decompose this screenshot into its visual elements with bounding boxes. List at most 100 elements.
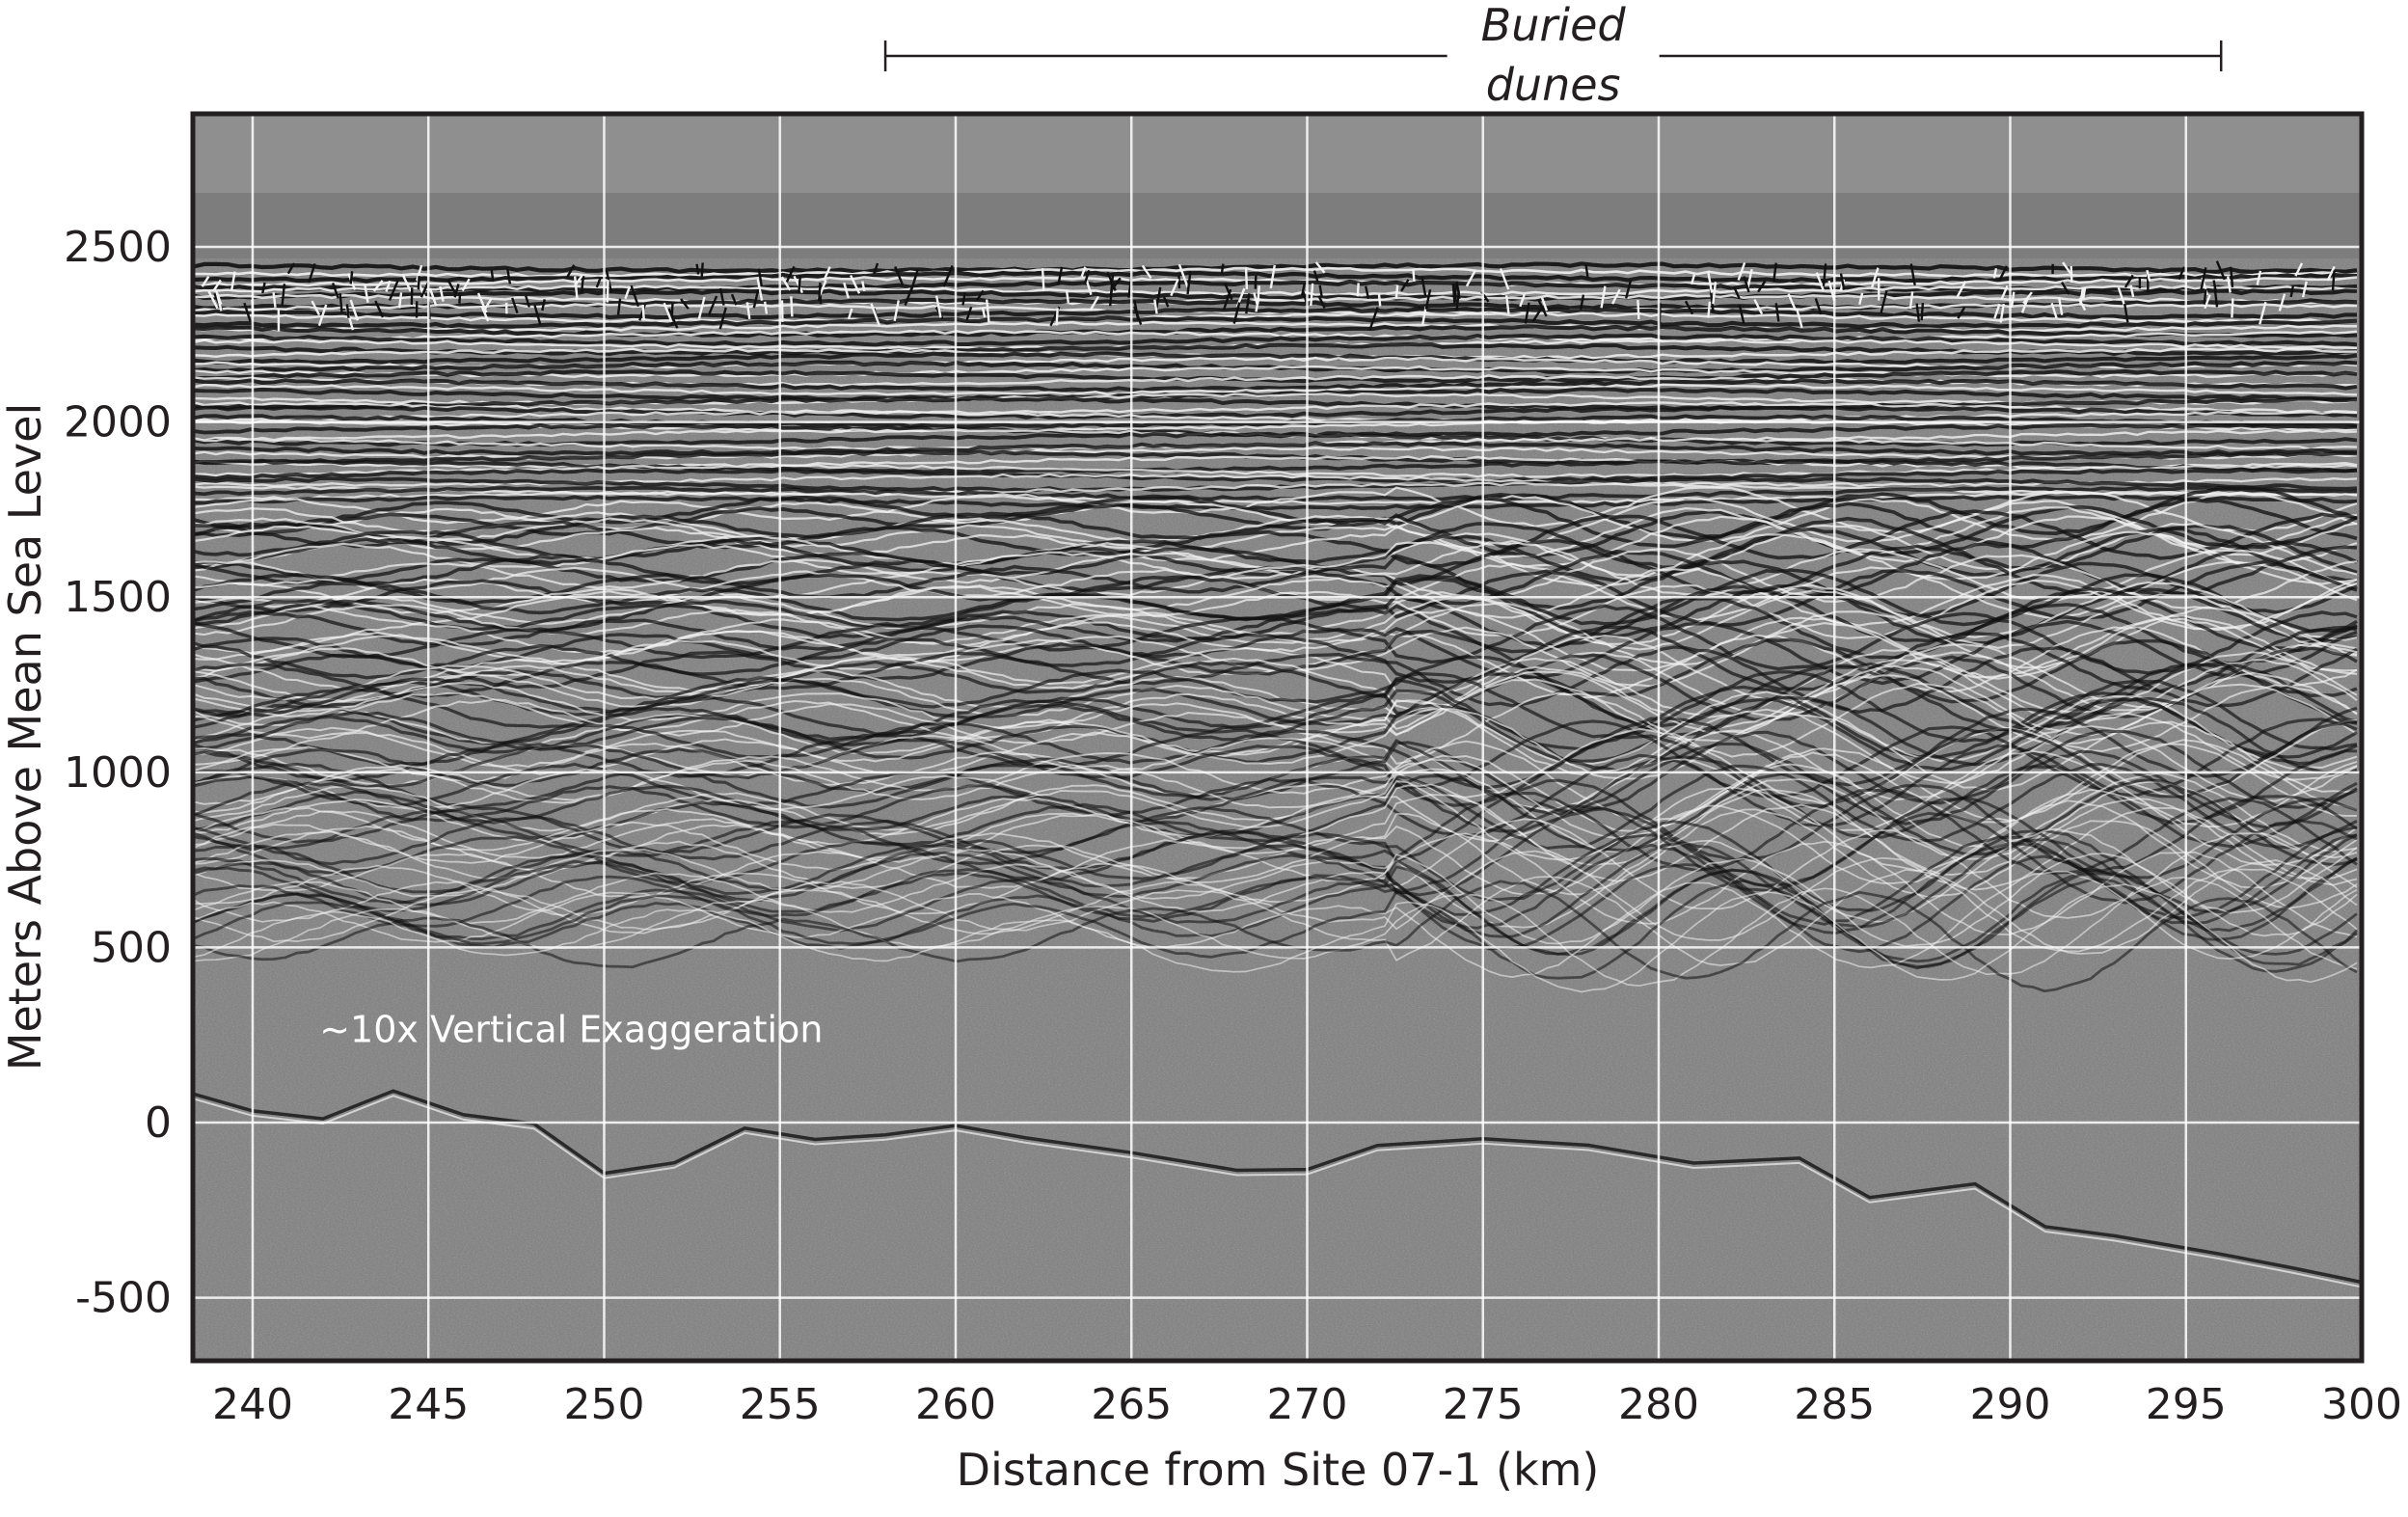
surface-noise-mark	[1186, 271, 1192, 295]
surface-noise-mark	[1992, 267, 1998, 279]
surface-noise-mark	[1999, 303, 2005, 323]
surface-noise-mark	[1300, 283, 1307, 297]
surface-noise-mark	[212, 279, 222, 292]
surface-noise-mark	[2230, 266, 2234, 287]
seismic-reflector	[193, 858, 2358, 963]
seismic-reflector	[193, 458, 2358, 474]
y-tick-label: 1500	[64, 573, 172, 622]
surface-noise-mark	[595, 277, 602, 288]
surface-noise-mark	[397, 292, 403, 309]
surface-noise-mark	[311, 300, 321, 316]
y-tick-label: 0	[145, 1098, 172, 1148]
surface-noise-mark	[1637, 300, 1640, 320]
seismic-reflector	[193, 567, 2358, 631]
seismic-reflector	[193, 509, 2358, 568]
surface-noise-mark	[2081, 286, 2087, 300]
surface-noise-mark	[281, 284, 286, 307]
surface-noise-mark	[541, 299, 546, 312]
surface-noise-mark	[873, 262, 879, 275]
surface-noise-mark	[2178, 266, 2186, 281]
seismic-reflector	[193, 854, 2358, 954]
seismic-reflector	[193, 833, 2358, 935]
surface-noise-mark	[695, 263, 700, 275]
surface-noise-mark	[2227, 276, 2232, 293]
surface-noise-mark	[1465, 269, 1476, 287]
surface-noise-mark	[1109, 273, 1115, 295]
y-tick-label: -500	[75, 1274, 172, 1323]
surface-noise-mark	[1757, 280, 1767, 293]
surface-noise-mark	[1089, 295, 1100, 312]
surface-noise-mark	[780, 276, 792, 291]
surface-noise-mark	[2203, 288, 2207, 305]
surface-noise-mark	[349, 271, 354, 284]
seismic-reflector	[193, 865, 2358, 973]
seismic-reflector	[193, 783, 2358, 880]
surface-noise-mark	[616, 298, 622, 315]
surface-noise-mark	[243, 302, 252, 322]
surface-noise-mark	[1957, 307, 1966, 319]
seismic-reflector	[193, 659, 2358, 730]
seismic-reflector	[193, 778, 2358, 873]
seismic-reflector	[193, 333, 2358, 347]
surface-noise-mark	[630, 284, 640, 308]
surface-noise-mark	[308, 263, 316, 284]
seismic-reflector	[193, 604, 2358, 675]
surface-noise-mark	[680, 298, 690, 310]
surface-noise-mark	[2078, 286, 2085, 305]
surface-noise-mark	[870, 303, 880, 326]
seismic-reflector	[193, 739, 2358, 823]
surface-noise-mark	[1111, 277, 1122, 290]
seismic-reflector	[193, 441, 2357, 456]
surface-noise-mark	[490, 269, 495, 281]
surface-noise-mark	[667, 308, 679, 329]
surface-noise-mark	[1141, 264, 1152, 280]
surface-noise-mark	[1421, 306, 1427, 325]
surface-noise-mark	[388, 280, 399, 301]
surface-noise-mark	[2022, 291, 2033, 305]
surface-noise-mark	[2212, 280, 2218, 292]
surface-noise-mark	[215, 290, 223, 312]
surface-noise-mark	[718, 307, 727, 330]
seismic-reflector	[193, 276, 2358, 287]
x-tick-label: 295	[2146, 1380, 2227, 1429]
seismic-reflector	[193, 497, 2358, 551]
seismic-reflector	[193, 642, 2358, 718]
upper-gray-band	[193, 114, 2362, 193]
surface-noise-mark	[1998, 265, 2008, 282]
seismic-reflector	[193, 719, 2358, 808]
seismic-reflector	[193, 315, 2358, 329]
surface-noise-mark	[2010, 291, 2016, 308]
surface-noise-mark	[757, 268, 764, 286]
surface-noise-mark	[1424, 289, 1432, 311]
buried-dunes-label-line1: Buried	[1481, 0, 1627, 51]
surface-noise-mark	[1084, 269, 1091, 284]
surface-noise-mark	[606, 280, 609, 303]
seismic-reflector	[193, 383, 2358, 396]
seismic-reflector	[193, 329, 2358, 342]
seismic-reflector	[193, 763, 2358, 851]
surface-noise-mark	[793, 275, 804, 294]
surface-noise-mark	[1133, 300, 1140, 320]
surface-noise-mark	[1519, 293, 1526, 308]
surface-noise-mark	[1540, 297, 1549, 312]
seismic-reflector	[193, 414, 2358, 429]
surface-noise-mark	[2331, 270, 2336, 291]
surface-noise-mark	[2259, 301, 2267, 325]
seismic-reflector	[193, 494, 2358, 511]
surface-noise-mark	[1993, 303, 2001, 319]
surface-noise-mark	[286, 262, 296, 275]
y-tick-label: 2500	[64, 223, 172, 272]
y-tick-label: 2000	[64, 398, 172, 447]
surface-noise-mark	[1624, 280, 1633, 299]
surface-noise-mark	[843, 282, 850, 299]
x-tick-label: 255	[740, 1380, 821, 1429]
surface-noise-mark	[1712, 282, 1718, 305]
surface-noise-mark	[2061, 282, 2070, 295]
surface-noise-mark	[2057, 296, 2064, 315]
surface-noise-mark	[1368, 307, 1379, 331]
surface-noise-mark	[453, 284, 460, 298]
surface-noise-mark	[1222, 288, 1232, 311]
surface-noise-mark	[1310, 283, 1314, 307]
surface-noise-mark	[1170, 278, 1179, 297]
x-tick-label: 250	[563, 1380, 644, 1429]
